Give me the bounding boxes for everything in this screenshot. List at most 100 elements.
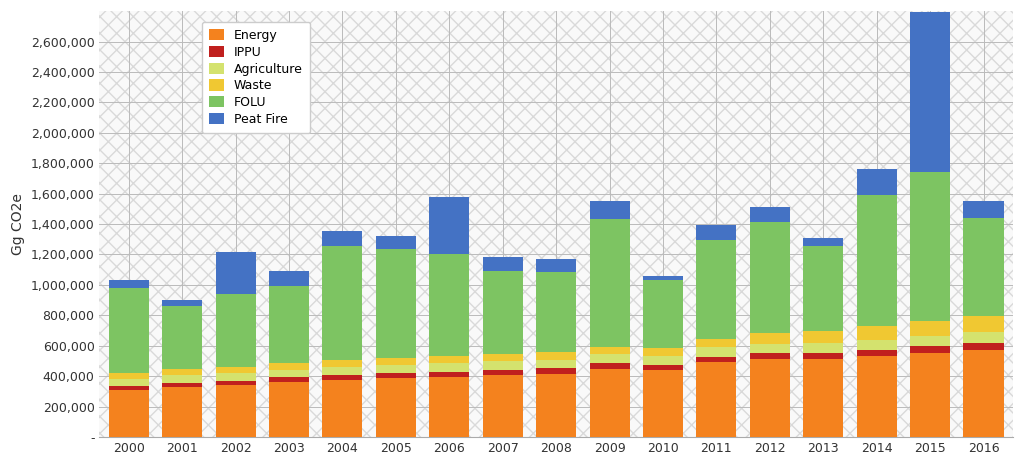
- Bar: [750, 353, 790, 359]
- Bar: [323, 360, 362, 367]
- Bar: [162, 370, 202, 376]
- Bar: [323, 231, 362, 246]
- Bar: [590, 354, 630, 363]
- Bar: [910, 336, 950, 346]
- Bar: [482, 370, 523, 376]
- Bar: [857, 195, 897, 326]
- Bar: [750, 359, 790, 437]
- Bar: [910, 321, 950, 336]
- Bar: [429, 371, 469, 377]
- Bar: [696, 363, 736, 437]
- Bar: [162, 387, 202, 437]
- Bar: [696, 348, 736, 356]
- Bar: [216, 385, 256, 437]
- Bar: [964, 201, 1004, 219]
- Bar: [964, 343, 1004, 350]
- Bar: [269, 377, 309, 382]
- Bar: [643, 364, 683, 370]
- Bar: [910, 172, 950, 321]
- Bar: [482, 376, 523, 437]
- Bar: [162, 376, 202, 383]
- Bar: [643, 276, 683, 280]
- Bar: [376, 249, 416, 358]
- Bar: [803, 331, 844, 343]
- Bar: [750, 334, 790, 344]
- Bar: [269, 382, 309, 437]
- Bar: [162, 300, 202, 306]
- Bar: [109, 379, 148, 386]
- Bar: [482, 354, 523, 362]
- Bar: [964, 316, 1004, 332]
- Bar: [750, 207, 790, 222]
- Bar: [750, 344, 790, 353]
- Bar: [537, 352, 577, 360]
- Y-axis label: Gg CO2e: Gg CO2e: [11, 193, 26, 255]
- Bar: [964, 219, 1004, 316]
- Bar: [537, 369, 577, 374]
- Bar: [590, 219, 630, 347]
- Bar: [803, 359, 844, 437]
- Bar: [376, 373, 416, 378]
- Bar: [643, 280, 683, 348]
- Bar: [216, 252, 256, 295]
- Bar: [857, 356, 897, 437]
- Bar: [910, 353, 950, 437]
- Bar: [429, 197, 469, 254]
- Bar: [964, 350, 1004, 437]
- Bar: [482, 257, 523, 271]
- Bar: [109, 280, 148, 288]
- Bar: [910, 12, 950, 172]
- Bar: [537, 272, 577, 352]
- Bar: [269, 363, 309, 370]
- Bar: [429, 377, 469, 437]
- Bar: [537, 259, 577, 272]
- Bar: [537, 374, 577, 437]
- Bar: [376, 378, 416, 437]
- Bar: [857, 326, 897, 340]
- Bar: [323, 367, 362, 375]
- Bar: [109, 386, 148, 390]
- Bar: [964, 332, 1004, 343]
- Bar: [482, 362, 523, 370]
- Bar: [482, 271, 523, 354]
- Bar: [696, 240, 736, 339]
- Bar: [643, 356, 683, 364]
- Bar: [857, 340, 897, 350]
- Bar: [323, 246, 362, 360]
- Bar: [269, 370, 309, 377]
- Bar: [590, 369, 630, 437]
- Bar: [323, 375, 362, 380]
- Bar: [643, 348, 683, 356]
- Bar: [109, 390, 148, 437]
- Legend: Energy, IPPU, Agriculture, Waste, FOLU, Peat Fire: Energy, IPPU, Agriculture, Waste, FOLU, …: [202, 21, 310, 133]
- Bar: [216, 367, 256, 373]
- Bar: [803, 353, 844, 359]
- Bar: [376, 365, 416, 373]
- Bar: [696, 339, 736, 348]
- Bar: [109, 373, 148, 379]
- Bar: [803, 343, 844, 353]
- Bar: [376, 236, 416, 249]
- Bar: [910, 346, 950, 353]
- Bar: [162, 306, 202, 370]
- Bar: [803, 238, 844, 246]
- Bar: [429, 356, 469, 363]
- Bar: [269, 286, 309, 363]
- Bar: [376, 358, 416, 365]
- Bar: [429, 363, 469, 371]
- Bar: [696, 225, 736, 240]
- Bar: [109, 288, 148, 373]
- Bar: [162, 383, 202, 387]
- Bar: [216, 295, 256, 367]
- Bar: [216, 381, 256, 385]
- Bar: [803, 246, 844, 331]
- Bar: [696, 356, 736, 363]
- Bar: [429, 254, 469, 356]
- Bar: [323, 380, 362, 437]
- Bar: [857, 169, 897, 195]
- Bar: [269, 271, 309, 286]
- Bar: [590, 347, 630, 354]
- Bar: [750, 222, 790, 334]
- Bar: [216, 373, 256, 381]
- Bar: [857, 350, 897, 356]
